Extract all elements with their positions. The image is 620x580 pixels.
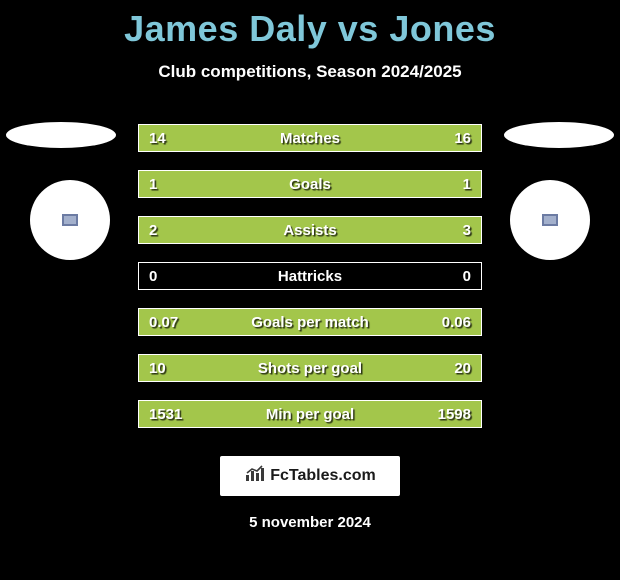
stat-label: Min per goal: [139, 401, 481, 427]
logo-text: FcTables.com: [270, 467, 376, 485]
stat-row: 0Hattricks0: [138, 262, 482, 290]
stat-row: 14Matches16: [138, 124, 482, 152]
stat-value-right: 16: [454, 125, 471, 151]
stat-label: Shots per goal: [139, 355, 481, 381]
date-label: 5 november 2024: [0, 514, 620, 531]
stat-row: 2Assists3: [138, 216, 482, 244]
stat-row: 1531Min per goal1598: [138, 400, 482, 428]
stat-label: Goals per match: [139, 309, 481, 335]
logo-chart-icon: [244, 465, 266, 488]
stat-row: 0.07Goals per match0.06: [138, 308, 482, 336]
stat-value-right: 1: [463, 171, 471, 197]
page-title: James Daly vs Jones: [0, 0, 620, 50]
stat-rows: 14Matches16 1Goals1 2Assists3 0Hattricks0 0.…: [138, 124, 482, 428]
page-subtitle: Club competitions, Season 2024/2025: [0, 62, 620, 82]
stat-label: Hattricks: [139, 263, 481, 289]
stat-row: 10Shots per goal20: [138, 354, 482, 382]
stat-label: Goals: [139, 171, 481, 197]
stat-value-right: 3: [463, 217, 471, 243]
stat-value-right: 1598: [438, 401, 471, 427]
comparison-section: 14Matches16 1Goals1 2Assists3 0Hattricks0 0.…: [0, 110, 620, 531]
stat-row: 1Goals1: [138, 170, 482, 198]
stat-label: Matches: [139, 125, 481, 151]
stat-value-right: 20: [454, 355, 471, 381]
stat-value-right: 0: [463, 263, 471, 289]
stat-value-right: 0.06: [442, 309, 471, 335]
logo-box: FcTables.com: [220, 456, 400, 496]
stat-label: Assists: [139, 217, 481, 243]
